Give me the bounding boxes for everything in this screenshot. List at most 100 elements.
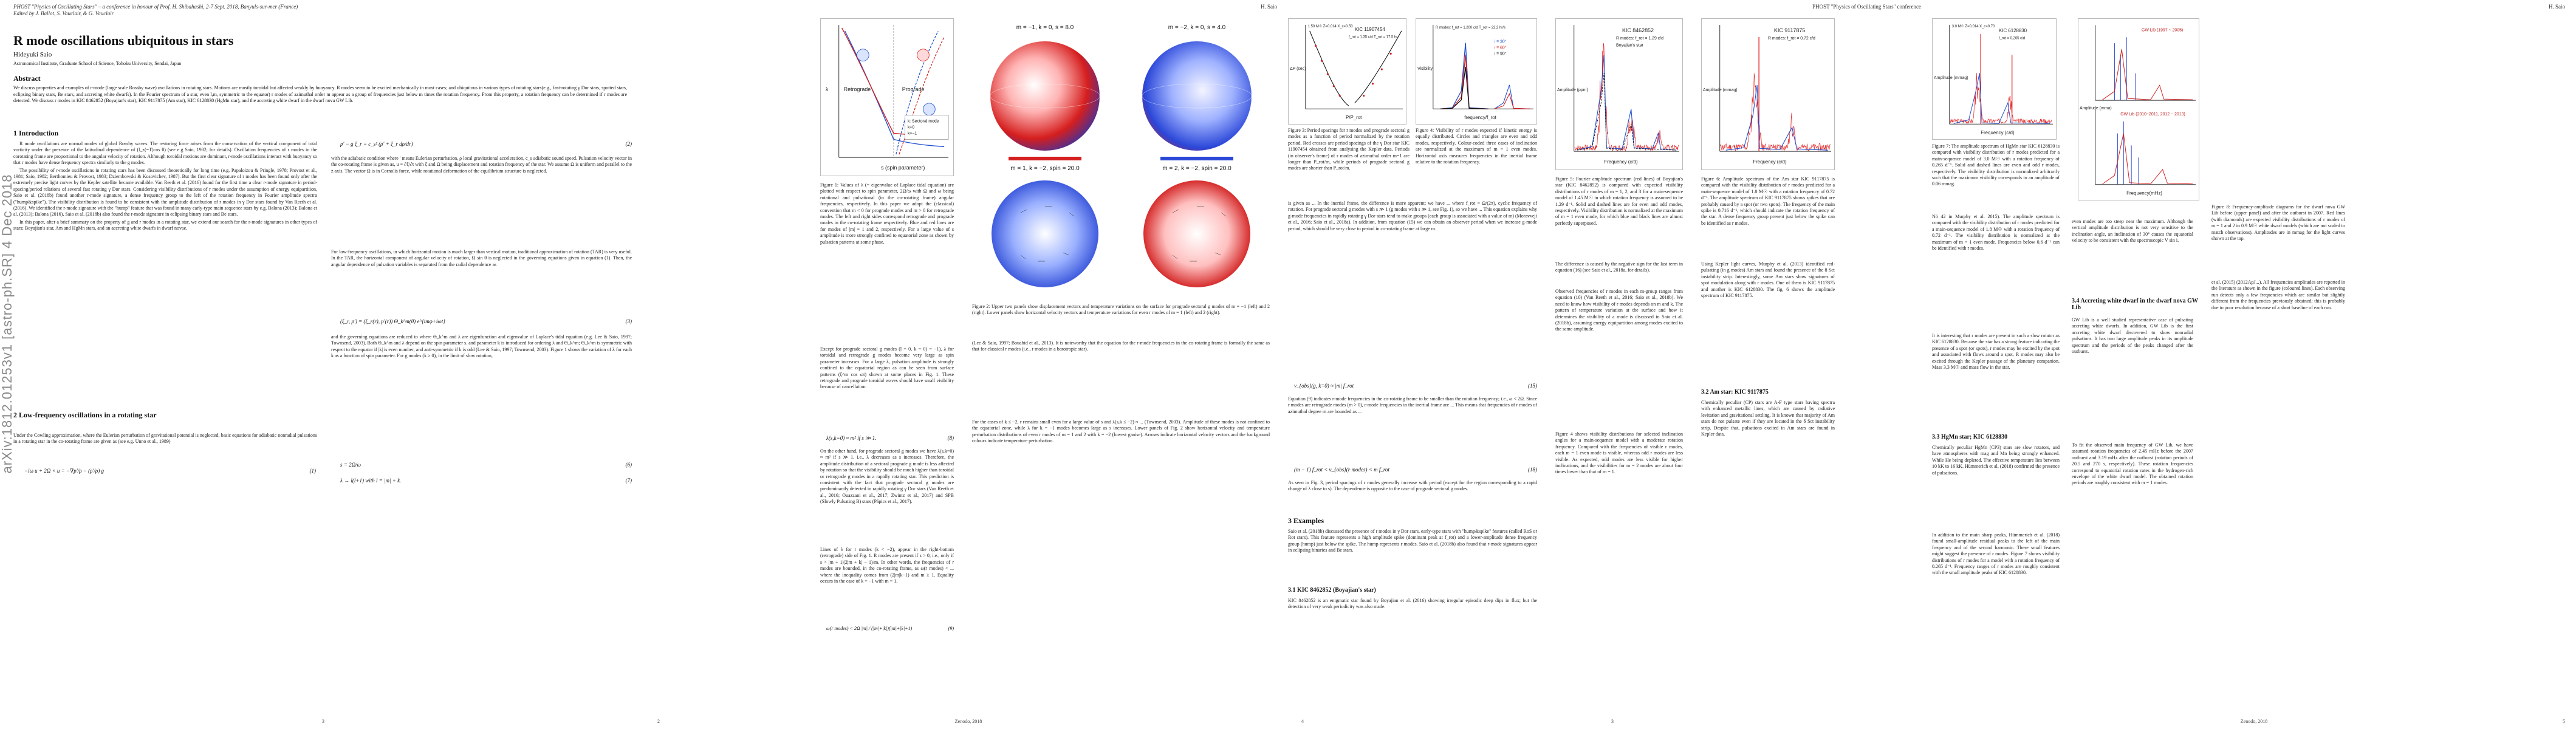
page-3-text-8: Figure 4 shows visibility distributions … <box>1555 431 1683 475</box>
text-column-2b: For low-frequency oscillations, in which… <box>331 249 632 267</box>
page-3-text-3: As seen in Fig. 3, period spacings of r … <box>1288 480 1537 492</box>
page-4-source: Zenodo, 2018 <box>2240 719 2268 724</box>
running-head: PHOST "Physics of Oscillating Stars" con… <box>1812 4 1921 10</box>
figure-7-trace <box>1950 72 2052 125</box>
page-3-text-10: Chemically peculiar (CP) stars are A-F t… <box>1701 400 1835 437</box>
figure-3-ylabel: ΔP (sec) <box>1290 67 1306 71</box>
figure-4-ylabel: Visibility <box>1417 67 1433 71</box>
figure-2-title-1: m = −1, k = 0, s = 8.0 <box>1016 24 1074 31</box>
figure-7-info: 3.0 M☉ Z=0.014 X_c=0.70 <box>1952 24 1995 29</box>
page-2-source: Zenodo, 2018 <box>954 719 982 724</box>
section-heading-low-frequency: 2 Low-frequency oscillations in a rotati… <box>13 411 157 419</box>
page-2-text-2: On the other hand, for prograde sectoral… <box>820 448 954 505</box>
figure-3-info2: f_rot = 1.35 c/d T_rot = 17.5 hr <box>1349 36 1397 39</box>
figure-4-caption: Figure 4: Visibility of r modes expected… <box>1416 128 1537 165</box>
equation-3: (ξ_r, p′) = (ξ_r(r), p′(r)) Θ_k^m(θ) e^{… <box>340 318 632 324</box>
paper-title: R mode oscillations ubiquitous in stars <box>13 33 234 48</box>
journal-header: PHOST "Physics of Oscillating Stars" – a… <box>13 4 633 17</box>
figure-5-xlabel: Frequency (c/d) <box>1604 159 1638 165</box>
page-3-text-2: Equation (9) indicates r-mode frequencie… <box>1288 396 1537 414</box>
intro-paragraph-3: In this paper, after a brief summary on … <box>13 219 317 231</box>
equation-15: ν_{obs}(g, k=0) ≈ |m| f_rot (15) <box>1294 383 1537 389</box>
page-2-text-4: (Lee & Saio, 1997; Bouabid et al., 2013)… <box>972 340 1270 352</box>
figure-1-ylabel: λ <box>826 86 829 92</box>
equation-6-body: s = 2Ω/ω <box>340 462 361 468</box>
text-column-1: R mode oscillations are normal modes of … <box>13 141 317 408</box>
equation-1-body: −iω u + 2Ω × u = −∇p′/ρ − (ρ′/ρ) g <box>24 468 104 474</box>
figure-6-ylabel: Amplitude (mmag) <box>1703 88 1738 92</box>
figure-1-legend-k1: k=−1 <box>908 131 917 135</box>
figure-4-legend-60: i = 60° <box>1495 45 1507 50</box>
page-2-text-5: For the cases of k ≤ −2, r remains small… <box>972 419 1270 444</box>
equation-6: s = 2Ω/ω (6) <box>340 462 632 468</box>
figure-1-lambda-plot: Retrograde Prograde k: Sectoral mode k=0… <box>820 18 954 176</box>
abstract-text: We discuss properties and examples of r-… <box>13 85 627 103</box>
figure-6-title: KIC 9117875 <box>1774 27 1805 33</box>
figure-6-trace <box>1720 73 1831 152</box>
paper-page-3: PHOST "Physics of Oscillating Stars" con… <box>1288 0 1932 729</box>
figure-3-period-spacing: KIC 11907454 1.50 M☉ Z=0.014 X_c=0.50 f_… <box>1288 18 1406 125</box>
figure-2-lower-svg <box>992 180 1250 287</box>
figure-6-caption: Figure 6: Amplitude spectrum of the Am s… <box>1701 176 1835 226</box>
author: Hideyuki Saio <box>13 51 52 58</box>
equation-8-number: (8) <box>947 435 954 441</box>
figure-8-title-a: GW Lib (1997 ~ 2005) <box>2142 28 2183 32</box>
equation-2-body: p′ − g ξ_r = c_s² (ρ′ + ξ_r dρ/dr) <box>340 141 413 147</box>
figure-4-info: R modes: f_rot = 1.200 c/d T_rot = 22.2 … <box>1436 26 1506 30</box>
page-1-footer: 3 <box>13 719 633 724</box>
intro-paragraph-2: The possibility of r-mode oscillations i… <box>13 167 317 217</box>
figure-1-caption: Figure 1: Values of λ (= eigenvalue of L… <box>820 182 954 245</box>
page-3-text-6: The difference is caused by the negative… <box>1555 261 1683 273</box>
figure-7-xlabel: Frequency (c/d) <box>1981 130 2015 135</box>
figure-4-legend-90: i = 90° <box>1495 51 1507 56</box>
figure-1-legend-prograde: Prograde <box>902 86 925 92</box>
figure-8-xlabel: Frequency(mHz) <box>2126 191 2162 196</box>
figure-8-ylabel: Amplitude (mma) <box>2080 106 2112 111</box>
page-3-text-5: KIC 8462852 is an enigmatic star found b… <box>1288 598 1537 610</box>
text-column-2a: with the adiabatic condition where ' mea… <box>331 156 632 174</box>
figure-3-caption: Figure 3: Period spacings for r modes an… <box>1288 128 1410 171</box>
figure-6-info: R modes: f_rot = 0.72 c/d <box>1768 36 1815 41</box>
equation-2-number: (2) <box>625 141 632 147</box>
equation-15-number: (15) <box>1528 383 1537 389</box>
equation-1: −iω u + 2Ω × u = −∇p′/ρ − (ρ′/ρ) g (1) <box>24 468 316 474</box>
figure-5-trace <box>1574 43 1679 152</box>
page-4-text-7: To fit the observed main frequency of GW… <box>2072 442 2193 486</box>
figure-5-caption: Figure 5: Fourier amplitude spectrum (re… <box>1555 176 1683 226</box>
figure-2-upper-svg <box>990 41 1252 160</box>
figure-2-caption: Figure 2: Upper two panels show displace… <box>972 304 1270 316</box>
section-heading-boyajian: 3.1 KIC 8462852 (Boyajian's star) <box>1288 587 1376 594</box>
page-2-footer: 2 Zenodo, 2018 <box>657 719 1277 724</box>
page-4-text-3: Chemically peculiar HgMn (CP3) stars are… <box>1932 445 2060 476</box>
paper-page-4: H. Saio KIC 6128830 3.0 M☉ Z=0.014 X_c=0… <box>1932 0 2576 729</box>
figure-1-legend-retrograde: Retrograde <box>844 86 871 92</box>
equation-3-number: (3) <box>625 318 632 324</box>
figure-2-upper-spheres <box>972 35 1270 163</box>
figure-1-svg: Retrograde Prograde k: Sectoral mode k=0… <box>826 25 949 171</box>
figure-7-hgmn-spectrum: KIC 6128830 3.0 M☉ Z=0.014 X_c=0.70 f_ro… <box>1932 18 2057 140</box>
section2-text: Under the Cowling approximation, where t… <box>13 433 317 445</box>
figure-5-ylabel: Amplitude (ppm) <box>1557 88 1588 92</box>
page-4-text-8: et al. (2015) (2012ApJ...). All frequenc… <box>2211 279 2345 310</box>
intro-paragraph-1: R mode oscillations are normal modes of … <box>13 141 317 166</box>
figure-8-gw-lib: GW Lib (1997 ~ 2005) GW Lib (2010~2011, … <box>2078 18 2199 200</box>
page-number-4: 5 <box>2563 719 2565 724</box>
section-heading-introduction: 1 Introduction <box>13 129 59 137</box>
equation-6-number: (6) <box>625 462 632 468</box>
figure-1-xlabel: s (spin parameter) <box>881 165 925 171</box>
section-heading-examples: 3 Examples <box>1288 516 1324 525</box>
page-3-text-9: Using Kepler light curves, Murphy et al.… <box>1701 261 1835 299</box>
figure-3-title: KIC 11907454 <box>1355 27 1385 32</box>
page-number-3-left: 4 <box>1301 719 1304 724</box>
equation-18-number: (18) <box>1528 467 1537 473</box>
section-heading-hgmn: 3.3 HgMn star; KIC 6128830 <box>1932 434 2008 440</box>
section-heading-gw-lib: 3.4 Accreting white dwarf in the dwarf n… <box>2072 298 2198 311</box>
running-head: H. Saio <box>2549 4 2565 10</box>
page-number-2: 2 <box>657 719 660 724</box>
figure-2-title-2: m = −2, k = 0, s = 4.0 <box>1168 24 1226 31</box>
page-3-text-4: Saio et al. (2018b) discussed the presen… <box>1288 529 1537 553</box>
figure-7-ylabel: Amplitude (mmag) <box>1934 76 1968 80</box>
running-head: H. Saio <box>1261 4 1277 10</box>
figure-6-svg: KIC 9117875 R modes: f_rot = 0.72 c/d Fr… <box>1703 25 1832 165</box>
